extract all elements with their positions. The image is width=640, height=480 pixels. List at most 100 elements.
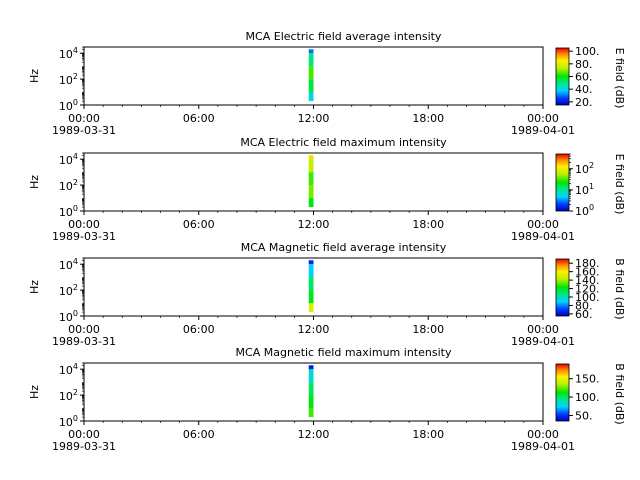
x-tick-label: 12:00 [298, 323, 330, 336]
x-tick-label: 00:00 [68, 428, 100, 441]
y-tick-label: 104 [59, 152, 78, 167]
spectrogram-cell [308, 49, 314, 54]
x-tick-date: 1989-04-01 [511, 440, 575, 453]
x-tick-label: 12:00 [298, 112, 330, 125]
x-tick-label: 18:00 [412, 428, 444, 441]
spectrogram-cell [308, 290, 314, 304]
y-axis-label: Hz [28, 280, 41, 294]
spectrogram-cell [308, 66, 314, 80]
colorbar-tick-label: 160. [575, 266, 600, 279]
colorbar: 100 101 102 E field (dB) [555, 153, 626, 218]
colorbar-tick-label: 100. [575, 391, 600, 404]
y-tick-label: 102 [59, 388, 78, 403]
colorbar-tick-label: 100 [575, 203, 594, 218]
spectrogram-cell [308, 185, 314, 199]
colorbar-tick-label: 20. [575, 96, 593, 109]
panel-title: MCA Magnetic field maximum intensity [236, 346, 452, 359]
colorbar-tick-label: 60. [575, 71, 593, 84]
x-tick-label: 18:00 [412, 112, 444, 125]
y-axis-label: Hz [28, 175, 41, 189]
colorbar-gradient [555, 363, 570, 422]
colorbar-tick-label: 150. [575, 373, 600, 386]
spectrogram-cell [308, 79, 314, 93]
spectrogram-cell [308, 369, 314, 383]
x-tick-label: 06:00 [183, 428, 215, 441]
colorbar-tick-label: 40. [575, 83, 593, 96]
spectrogram-cell [308, 303, 314, 313]
x-tick-label: 00:00 [68, 323, 100, 336]
colorbar-tick-label: 140. [575, 274, 600, 287]
panel-2: MCA Electric field maximum intensity Hz 10… [28, 136, 626, 243]
x-tick-date: 1989-03-31 [52, 124, 116, 137]
x-tick-date: 1989-03-31 [52, 440, 116, 453]
x-tick-date: 1989-04-01 [511, 335, 575, 348]
spectrogram-cell [308, 159, 314, 173]
y-tick-label: 100 [59, 98, 78, 113]
colorbar-label: B field (dB) [613, 363, 626, 424]
x-tick-date: 1989-04-01 [511, 124, 575, 137]
y-tick-label: 102 [59, 72, 78, 87]
y-axis-label: Hz [28, 69, 41, 83]
y-tick-label: 100 [59, 414, 78, 429]
colorbar-tick-label: 180. [575, 257, 600, 270]
x-tick-label: 06:00 [183, 112, 215, 125]
panel-title: MCA Magnetic field average intensity [241, 241, 447, 254]
spectrogram-cell [308, 260, 314, 265]
colorbar-tick-label: 80. [575, 299, 593, 312]
x-tick-label: 00:00 [527, 323, 559, 336]
y-tick-label: 104 [59, 257, 78, 272]
y-tick-label: 100 [59, 204, 78, 219]
colorbar: 60.80.100.120.140.160.180. B field (dB) [555, 257, 626, 321]
x-tick-label: 06:00 [183, 323, 215, 336]
spectrogram-cell [308, 382, 314, 396]
x-tick-label: 00:00 [527, 218, 559, 231]
colorbar-tick-label: 120. [575, 283, 600, 296]
y-tick-label: 100 [59, 309, 78, 324]
colorbar-tick-label: 80. [575, 58, 593, 71]
spectrogram-cell [308, 155, 314, 160]
spectrogram-cell [308, 92, 314, 102]
colorbar-tick-label: 102 [575, 161, 594, 176]
colorbar-tick-label: 100. [575, 291, 600, 304]
spectrogram-cell [308, 264, 314, 278]
colorbar-gradient [555, 153, 570, 212]
panel-1: MCA Electric field average intensity Hz 10… [28, 30, 626, 137]
y-tick-label: 104 [59, 362, 78, 377]
colorbar-label: E field (dB) [613, 48, 626, 109]
spectrogram-cell [308, 198, 314, 208]
x-tick-label: 06:00 [183, 218, 215, 231]
x-tick-label: 00:00 [68, 112, 100, 125]
colorbar: 20.40.60.80.100. E field (dB) [555, 45, 626, 109]
colorbar-gradient [555, 258, 570, 317]
x-tick-label: 00:00 [527, 112, 559, 125]
x-tick-label: 18:00 [412, 323, 444, 336]
spectrogram-cell [308, 365, 314, 370]
colorbar-gradient [555, 47, 570, 106]
spectrogram-cell [308, 53, 314, 67]
panel-3: MCA Magnetic field average intensity Hz 10… [28, 241, 626, 348]
x-tick-label: 00:00 [68, 218, 100, 231]
x-tick-label: 12:00 [298, 218, 330, 231]
y-axis-label: Hz [28, 385, 41, 399]
panel-title: MCA Electric field average intensity [246, 30, 442, 43]
colorbar-label: E field (dB) [613, 154, 626, 215]
colorbar-tick-label: 101 [575, 182, 594, 197]
y-tick-label: 102 [59, 283, 78, 298]
colorbar-tick-label: 60. [575, 308, 593, 321]
x-tick-date: 1989-03-31 [52, 335, 116, 348]
spectrogram-cell [308, 277, 314, 291]
x-tick-label: 12:00 [298, 428, 330, 441]
spectrogram-cell [308, 408, 314, 418]
y-tick-label: 102 [59, 178, 78, 193]
colorbar: 50. 100. 150. B field (dB) [555, 363, 626, 425]
x-tick-date: 1989-03-31 [52, 230, 116, 243]
panel-title: MCA Electric field maximum intensity [240, 136, 447, 149]
x-tick-label: 18:00 [412, 218, 444, 231]
spectrogram-cell [308, 172, 314, 186]
panel-4: MCA Magnetic field maximum intensity Hz 10… [28, 346, 626, 453]
colorbar-label: B field (dB) [613, 258, 626, 319]
x-tick-label: 00:00 [527, 428, 559, 441]
colorbar-tick-label: 50. [575, 409, 593, 422]
y-tick-label: 104 [59, 46, 78, 61]
